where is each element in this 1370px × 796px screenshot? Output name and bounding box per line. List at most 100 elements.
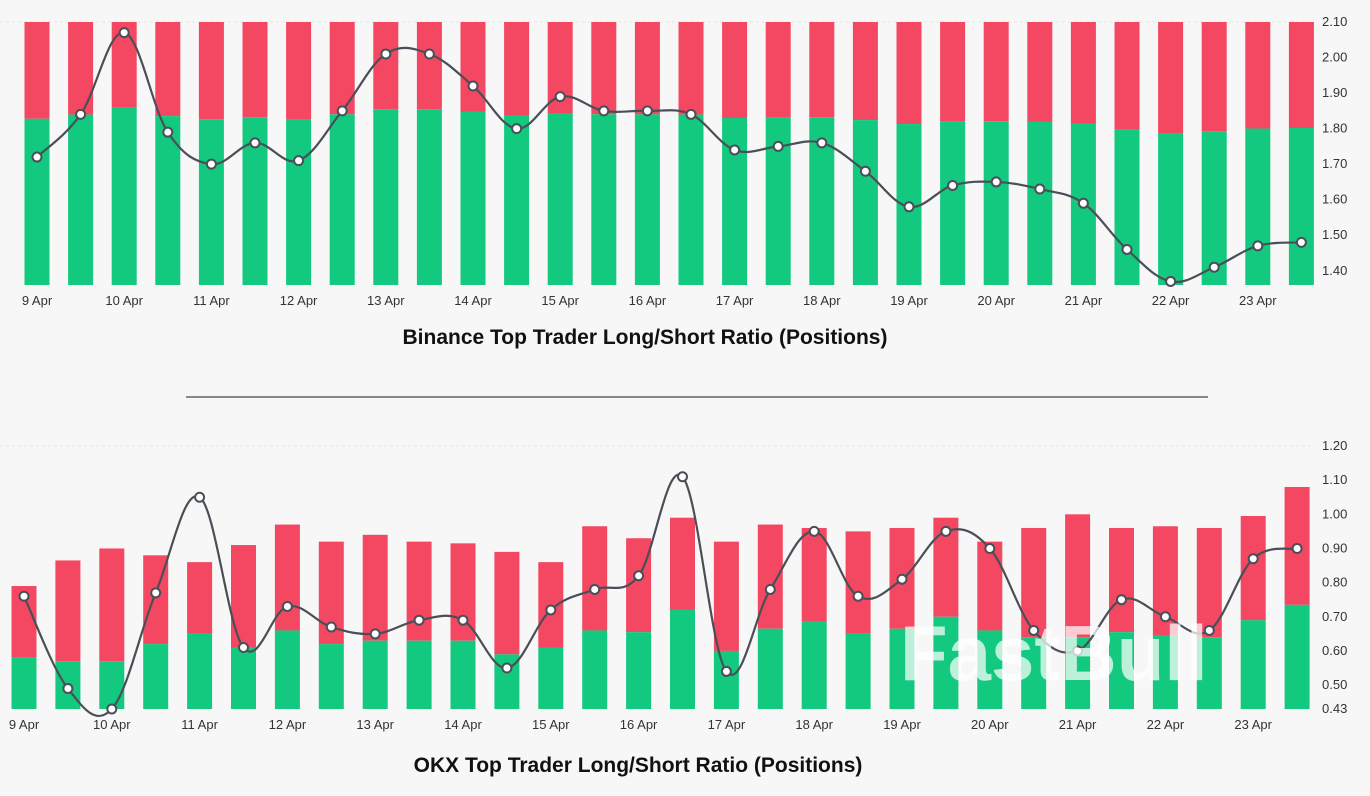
ratio-line: [23, 473, 1298, 717]
ratio-point: [369, 628, 381, 640]
short-bar: [99, 548, 125, 662]
short-bar: [504, 22, 530, 116]
short-bar: [460, 22, 486, 112]
x-tick-label: 20 Apr: [971, 717, 1009, 732]
ratio-point: [293, 155, 305, 167]
long-bar: [362, 640, 388, 709]
y-tick-label: 0.70: [1322, 609, 1347, 624]
short-bar: [634, 22, 660, 115]
long-bar: [1027, 121, 1053, 285]
ratio-point: [940, 525, 952, 537]
x-tick-label: 21 Apr: [1059, 717, 1097, 732]
ratio-point: [772, 140, 784, 152]
ratio-point: [1165, 275, 1177, 287]
x-tick-label: 13 Apr: [367, 293, 405, 308]
ratio-point: [205, 158, 217, 170]
short-bar: [187, 562, 213, 634]
long-bar: [373, 109, 399, 285]
y-tick-label: 2.10: [1322, 14, 1347, 29]
x-tick-label: 19 Apr: [890, 293, 928, 308]
ratio-point: [413, 614, 425, 626]
short-bar: [1070, 22, 1096, 124]
y-tick-label: 1.70: [1322, 156, 1347, 171]
ratio-point: [325, 621, 337, 633]
long-bar: [318, 644, 344, 709]
long-bar: [678, 114, 704, 286]
ratio-point: [1116, 594, 1127, 606]
short-bar: [1065, 514, 1091, 638]
long-bar: [582, 630, 608, 709]
y-tick-label: 1.50: [1322, 227, 1347, 242]
x-tick-label: 11 Apr: [193, 293, 230, 308]
short-bar: [713, 541, 739, 651]
x-tick-label: 11 Apr: [181, 717, 218, 732]
long-bar: [329, 114, 355, 285]
short-bar: [1158, 22, 1184, 133]
ratio-point: [249, 137, 261, 149]
watermark-logo: FastBull: [900, 609, 1208, 697]
ratio-point: [281, 601, 293, 613]
x-tick-label: 9 Apr: [9, 717, 40, 732]
long-bar: [1021, 637, 1047, 709]
ratio-point: [162, 126, 174, 138]
short-bar: [406, 541, 432, 641]
long-bar: [406, 640, 432, 709]
long-bar: [1284, 604, 1310, 709]
ratio-point: [75, 108, 87, 120]
short-bar: [24, 22, 50, 119]
ratio-point: [150, 587, 162, 599]
long-bar: [286, 119, 312, 285]
ratio-point: [1252, 240, 1264, 252]
x-tick-label: 9 Apr: [22, 293, 53, 308]
ratio-point: [1034, 183, 1046, 195]
long-bar: [634, 114, 660, 285]
y-tick-label: 1.10: [1322, 472, 1347, 487]
long-bar: [1245, 128, 1271, 285]
long-bar: [1288, 127, 1314, 285]
long-bar: [11, 657, 37, 709]
y-tick-label: 2.00: [1322, 50, 1347, 65]
x-tick-label: 22 Apr: [1147, 717, 1185, 732]
short-bar: [765, 22, 791, 118]
ratio-point: [729, 144, 741, 156]
x-tick-label: 15 Apr: [541, 293, 579, 308]
short-bar: [450, 543, 476, 641]
ratio-point: [641, 105, 653, 117]
long-bar: [143, 644, 169, 709]
short-bar: [68, 22, 94, 115]
x-tick-label: 12 Apr: [269, 717, 307, 732]
short-bar: [582, 526, 608, 631]
long-bar: [983, 121, 1009, 285]
ratio-line: [36, 31, 1302, 284]
ratio-point: [816, 137, 828, 149]
long-bar: [1109, 632, 1134, 709]
binance-chart-title: Binance Top Trader Long/Short Ratio (Pos…: [403, 326, 888, 349]
y-tick-label: 1.60: [1322, 192, 1347, 207]
ratio-point: [501, 662, 513, 674]
long-bar: [187, 633, 213, 709]
long-bar: [68, 114, 94, 286]
short-bar: [416, 22, 442, 110]
ratio-point: [1203, 624, 1215, 636]
long-bar: [24, 118, 50, 285]
long-bar: [801, 621, 827, 709]
ratio-point: [238, 642, 249, 654]
long-bar: [460, 111, 486, 285]
short-bar: [1109, 527, 1134, 633]
ratio-point: [1295, 236, 1307, 248]
short-bar: [1196, 527, 1222, 638]
x-tick-label: 19 Apr: [883, 717, 921, 732]
short-bar: [1288, 22, 1314, 128]
okx-chart: 1.20 1.10 1.00 0.90 0.80 0.70 0.60 0.50 0.43 9 Ap…: [0, 438, 1347, 732]
ratio-point: [380, 48, 392, 60]
ratio-point: [1077, 197, 1089, 209]
x-tick-label: 10 Apr: [105, 293, 143, 308]
x-tick-label: 13 Apr: [356, 717, 394, 732]
ratio-point: [947, 179, 959, 191]
ratio-point: [1247, 553, 1259, 565]
ratio-point: [1121, 243, 1133, 255]
long-bar: [1114, 129, 1140, 285]
ratio-point: [106, 703, 118, 715]
long-bar: [713, 650, 739, 709]
